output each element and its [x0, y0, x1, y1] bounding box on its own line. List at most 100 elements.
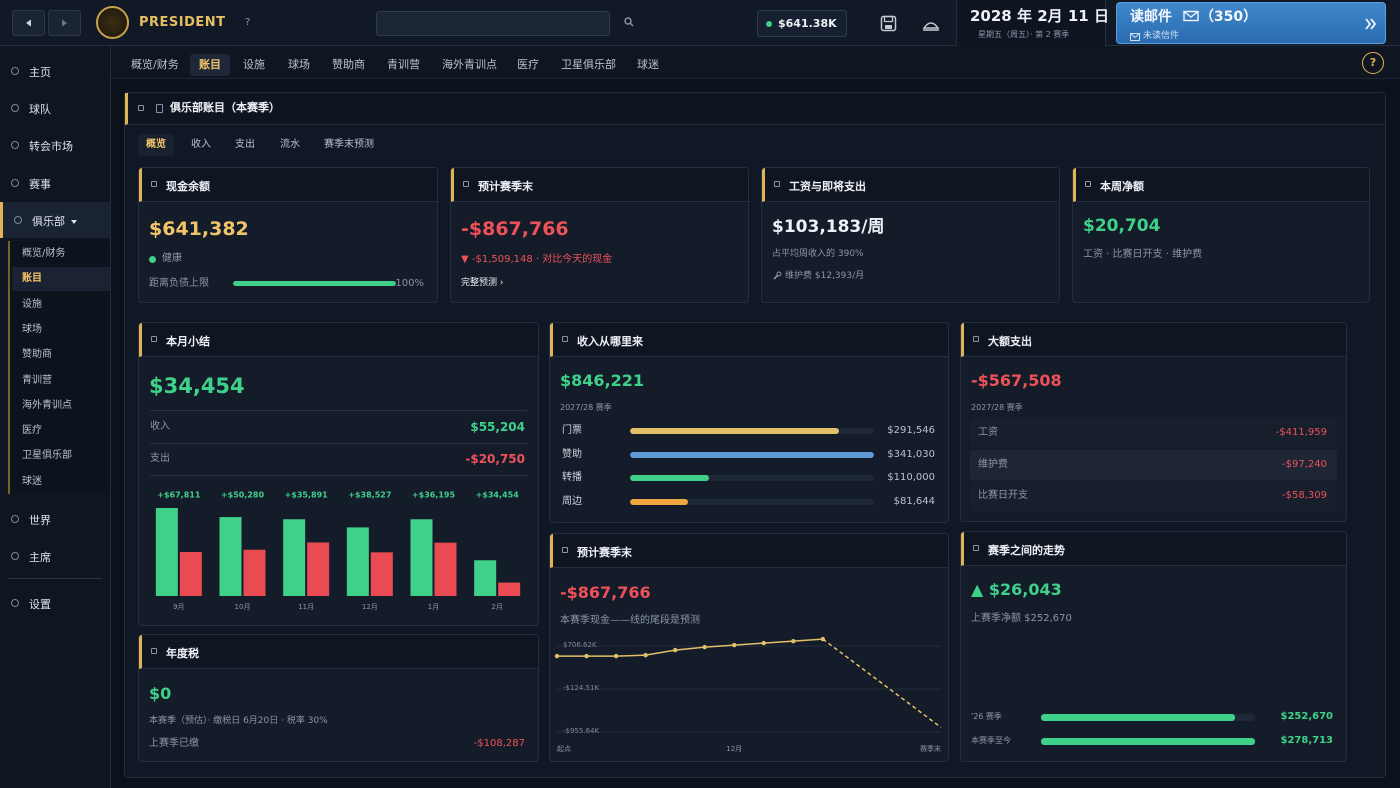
- sidebar-item[interactable]: 俱乐部: [0, 202, 110, 238]
- wages-card: 工资与即将支出 $103,183/周 占平均周收入的 390% 维护费 $12,…: [761, 167, 1060, 303]
- bar: [370, 552, 393, 596]
- separator: [8, 578, 102, 579]
- tab-bar: 概览/财务 账目 设施 球场 赞助商 青训营 海外青训点 医疗 卫星俱乐部 球迷: [111, 46, 1400, 79]
- sidebar-item[interactable]: 球队: [0, 90, 110, 126]
- path: [1183, 10, 1199, 18]
- line: [822, 638, 942, 729]
- bar-label: 周边: [562, 496, 582, 507]
- path: [26, 19, 31, 27]
- x-tick-label: 12月: [362, 603, 378, 611]
- y-tick-label: $706.62K: [563, 641, 597, 649]
- submenu-item[interactable]: 医疗: [22, 425, 42, 437]
- tab[interactable]: 账目: [190, 54, 230, 76]
- sidebar-item[interactable]: 世界: [0, 501, 110, 537]
- wrench-icon: [773, 271, 782, 280]
- path: [62, 19, 67, 27]
- tax-paid-label: 上赛季已缴: [149, 738, 199, 749]
- month-value: $34,454: [149, 374, 245, 398]
- forecast-link[interactable]: 完整预测 ›: [461, 278, 504, 288]
- forecast-value: -$867,766: [560, 583, 651, 602]
- month-chart: +$67,811 9月 +$50,280 10月 +$35,891 11月 +$38,527…: [155, 491, 521, 611]
- submenu-item[interactable]: 设施: [22, 298, 42, 310]
- subtab[interactable]: 概览: [138, 134, 174, 156]
- subtab[interactable]: 收入: [191, 139, 211, 150]
- tab[interactable]: 赞助商: [332, 58, 365, 71]
- bar: [410, 519, 433, 596]
- bar-label: 转播: [562, 472, 582, 484]
- bar-label: '26 赛季: [971, 712, 1002, 721]
- club-icon[interactable]: [922, 15, 940, 32]
- point: [554, 653, 560, 659]
- tax-value: $0: [149, 684, 172, 703]
- tab[interactable]: 青训营: [387, 58, 420, 71]
- card-icon: [973, 336, 979, 342]
- subtab[interactable]: 流水: [280, 139, 300, 150]
- save-icon[interactable]: [880, 15, 897, 32]
- card-header: 年度税: [139, 635, 538, 669]
- sidebar-item[interactable]: 赛事: [0, 165, 110, 201]
- tab[interactable]: 海外青训点: [442, 58, 497, 71]
- forecast-card: 预计赛季末 -$867,766 本赛季现金——线的尾段是预测 $706.62K -…: [549, 533, 949, 762]
- card-icon: [463, 181, 469, 187]
- mail-button[interactable]: 读邮件 （350） 未读信件: [1116, 2, 1386, 44]
- help-button[interactable]: ?: [1362, 52, 1384, 74]
- bar-net-label: +$34,454: [476, 491, 520, 500]
- sidebar-item[interactable]: 设置: [0, 585, 110, 621]
- weekly-net-note: 工资 · 比赛日开支 · 维护费: [1083, 249, 1203, 260]
- status-dot: [766, 21, 772, 27]
- balance-box[interactable]: $641.38K: [757, 10, 847, 37]
- sidebar-label: 球队: [29, 103, 51, 116]
- bar-net-label: +$67,811: [157, 491, 201, 500]
- sidebar-item[interactable]: 主页: [0, 53, 110, 89]
- tab[interactable]: 概览/财务: [131, 58, 179, 71]
- wages-value: $103,183/周: [772, 217, 885, 237]
- card-title: 大额支出: [988, 335, 1032, 348]
- circle: [776, 271, 782, 277]
- panel-title: 俱乐部账目（本赛季）: [170, 101, 280, 114]
- bar-value: $341,030: [887, 448, 935, 460]
- card-icon: [562, 336, 568, 342]
- sidebar-label: 主席: [29, 551, 51, 564]
- submenu-item[interactable]: 卫星俱乐部: [22, 450, 72, 462]
- back-button[interactable]: [12, 10, 45, 36]
- sidebar-icon: [11, 179, 19, 187]
- forward-button[interactable]: [48, 10, 81, 36]
- search-box[interactable]: [376, 11, 610, 36]
- submenu-item[interactable]: 球场: [22, 323, 42, 335]
- expense-row: 工资 -$411,959: [970, 418, 1337, 448]
- club-logo[interactable]: [96, 6, 129, 39]
- card-header: 收入从哪里来: [550, 323, 948, 357]
- submenu-item[interactable]: 青训营: [22, 374, 52, 386]
- sidebar-item[interactable]: 转会市场: [0, 127, 110, 163]
- tax-note: 本赛季（预估）· 缴税日 6月20日 · 税率 30%: [149, 716, 328, 726]
- bar-track: [630, 428, 874, 434]
- x-tick-label: 9月: [173, 603, 184, 611]
- row-label: 支出: [150, 453, 170, 464]
- search-icon[interactable]: [623, 16, 635, 28]
- submenu-item[interactable]: 海外青训点: [22, 399, 72, 411]
- submenu-item[interactable]: 概览/财务: [22, 248, 66, 259]
- sidebar-item[interactable]: 主席: [0, 538, 110, 574]
- expense-label: 比赛日开支: [978, 490, 1028, 501]
- tab[interactable]: 球迷: [637, 58, 659, 71]
- submenu-item[interactable]: 账目: [12, 267, 110, 292]
- subtab[interactable]: 支出: [235, 139, 255, 150]
- tab[interactable]: 卫星俱乐部: [561, 58, 616, 71]
- divider: [150, 410, 527, 411]
- tab[interactable]: 设施: [243, 58, 265, 71]
- tab[interactable]: 医疗: [517, 58, 539, 71]
- tab[interactable]: 球场: [288, 58, 310, 71]
- club-submenu: 概览/财务账目设施球场赞助商青训营海外青训点医疗卫星俱乐部球迷: [8, 241, 110, 494]
- x-tick-label: 赛季末: [920, 744, 941, 753]
- submenu-item[interactable]: 球迷: [22, 475, 42, 487]
- y-tick-label: -$955.64K: [563, 727, 599, 735]
- bar-value: $291,546: [887, 425, 935, 436]
- card-header: 大额支出: [961, 323, 1346, 357]
- submenu-item[interactable]: 赞助商: [22, 349, 52, 361]
- subtab[interactable]: 赛季末预测: [324, 139, 374, 150]
- sidebar-icon: [11, 515, 19, 523]
- help[interactable]: ?: [245, 17, 251, 28]
- sidebar-icon: [11, 552, 19, 560]
- point: [613, 653, 619, 659]
- bar-value: $81,644: [893, 496, 935, 507]
